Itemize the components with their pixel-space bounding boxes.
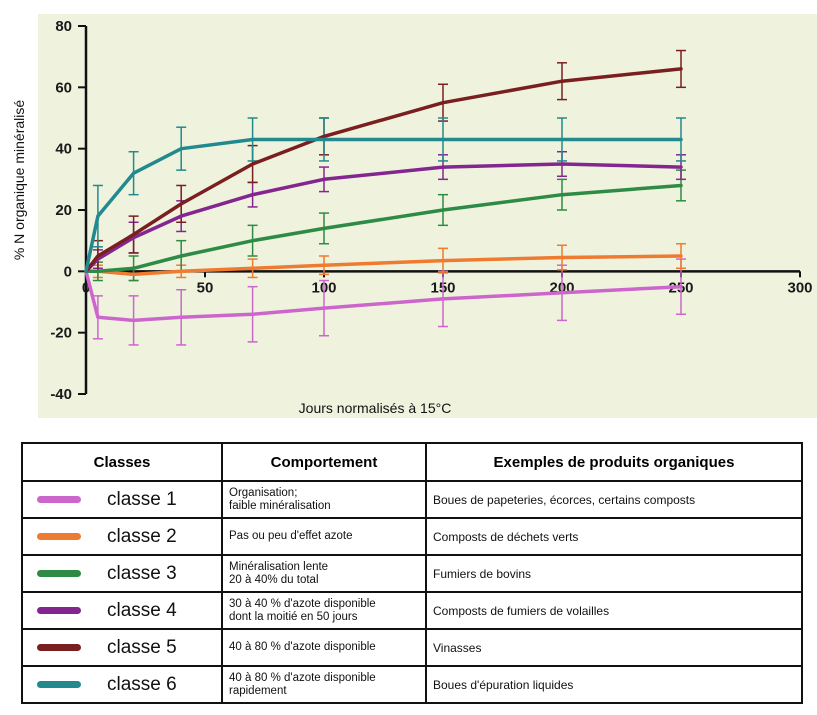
table-row: classe 4 30 à 40 % d'azote disponible do… — [21, 591, 803, 630]
series-line — [84, 67, 683, 274]
behavior-cell: 40 à 80 % d'azote disponible — [221, 628, 427, 667]
chart-area: -40 -20 0 20 40 60 80 0 50 100 150 200 250 300% N org… — [11, 14, 817, 418]
behavior-text: 40 à 80 % d'azote disponible rapidement — [229, 671, 376, 697]
examples-cell: Composts de fumiers de volailles — [425, 591, 803, 630]
examples-text: Boues de papeteries, écorces, certains c… — [433, 492, 696, 507]
class-label: classe 2 — [107, 525, 177, 547]
behavior-cell: 40 à 80 % d'azote disponible rapidement — [221, 665, 427, 704]
x-axis-label: Jours normalisés à 15°C — [299, 400, 452, 416]
y-tick-label: 20 — [55, 202, 72, 219]
series-line — [84, 137, 683, 274]
examples-text: Vinasses — [433, 640, 482, 655]
y-tick-label: 0 — [64, 263, 72, 280]
header-behavior: Comportement — [221, 442, 427, 482]
behavior-cell: Organisation; faible minéralisation — [221, 480, 427, 519]
table-row: classe 6 40 à 80 % d'azote disponible ra… — [21, 665, 803, 704]
behavior-text: Minéralisation lente 20 à 40% du total — [229, 560, 329, 586]
examples-cell: Boues de papeteries, écorces, certains c… — [425, 480, 803, 519]
table-row: classe 3 Minéralisation lente 20 à 40% d… — [21, 554, 803, 593]
class-cell: classe 3 — [21, 554, 223, 593]
class-label: classe 3 — [107, 562, 177, 584]
examples-text: Boues d'épuration liquides — [433, 677, 574, 692]
series-line — [84, 254, 683, 277]
y-tick-label: -40 — [50, 386, 72, 403]
series-line — [84, 269, 683, 323]
legend-swatch — [37, 607, 81, 614]
class-cell: classe 6 — [21, 665, 223, 704]
class-cell: classe 4 — [21, 591, 223, 630]
table-row: classe 1 Organisation; faible minéralisa… — [21, 480, 803, 519]
y-tick-label: 60 — [55, 79, 72, 96]
class-label: classe 4 — [107, 599, 177, 621]
x-tick-label: 0 — [82, 279, 90, 296]
class-label: classe 1 — [107, 488, 177, 510]
examples-text: Composts de déchets verts — [433, 529, 579, 544]
behavior-text: 30 à 40 % d'azote disponible dont la moi… — [229, 597, 376, 623]
table-row: classe 2 Pas ou peu d'effet azote Compos… — [21, 517, 803, 556]
class-cell: classe 5 — [21, 628, 223, 667]
y-tick-label: 80 — [55, 18, 72, 35]
series-line — [84, 162, 683, 274]
class-label: classe 6 — [107, 673, 177, 695]
legend-swatch — [37, 681, 81, 688]
x-tick-label: 300 — [787, 279, 812, 296]
legend-swatch — [37, 533, 81, 540]
plot-background — [38, 14, 817, 418]
legend-swatch — [37, 570, 81, 577]
legend-swatch — [37, 644, 81, 651]
examples-cell: Vinasses — [425, 628, 803, 667]
legend-table: Classes Comportement Exemples de produit… — [21, 442, 803, 704]
y-tick-label: 40 — [55, 141, 72, 158]
legend-swatch — [37, 496, 81, 503]
class-cell: classe 1 — [21, 480, 223, 519]
behavior-cell: Minéralisation lente 20 à 40% du total — [221, 554, 427, 593]
examples-cell: Boues d'épuration liquides — [425, 665, 803, 704]
behavior-cell: Pas ou peu d'effet azote — [221, 517, 427, 556]
table-row: classe 5 40 à 80 % d'azote disponible Vi… — [21, 628, 803, 667]
behavior-text: Organisation; faible minéralisation — [229, 486, 331, 512]
y-axis-label: % N organique minéralisé — [11, 100, 27, 261]
behavior-text: Pas ou peu d'effet azote — [229, 530, 353, 542]
header-classes: Classes — [21, 442, 223, 482]
examples-cell: Fumiers de bovins — [425, 554, 803, 593]
x-tick-label: 50 — [197, 279, 214, 296]
examples-text: Fumiers de bovins — [433, 566, 532, 581]
examples-cell: Composts de déchets verts — [425, 517, 803, 556]
table-header-row: Classes Comportement Exemples de produit… — [21, 442, 803, 482]
behavior-text: 40 à 80 % d'azote disponible — [229, 641, 376, 653]
series-line — [84, 183, 683, 274]
behavior-cell: 30 à 40 % d'azote disponible dont la moi… — [221, 591, 427, 630]
class-label: classe 5 — [107, 636, 177, 658]
examples-text: Composts de fumiers de volailles — [433, 603, 610, 618]
y-tick-label: -20 — [50, 325, 72, 342]
header-examples: Exemples de produits organiques — [425, 442, 803, 482]
class-cell: classe 2 — [21, 517, 223, 556]
